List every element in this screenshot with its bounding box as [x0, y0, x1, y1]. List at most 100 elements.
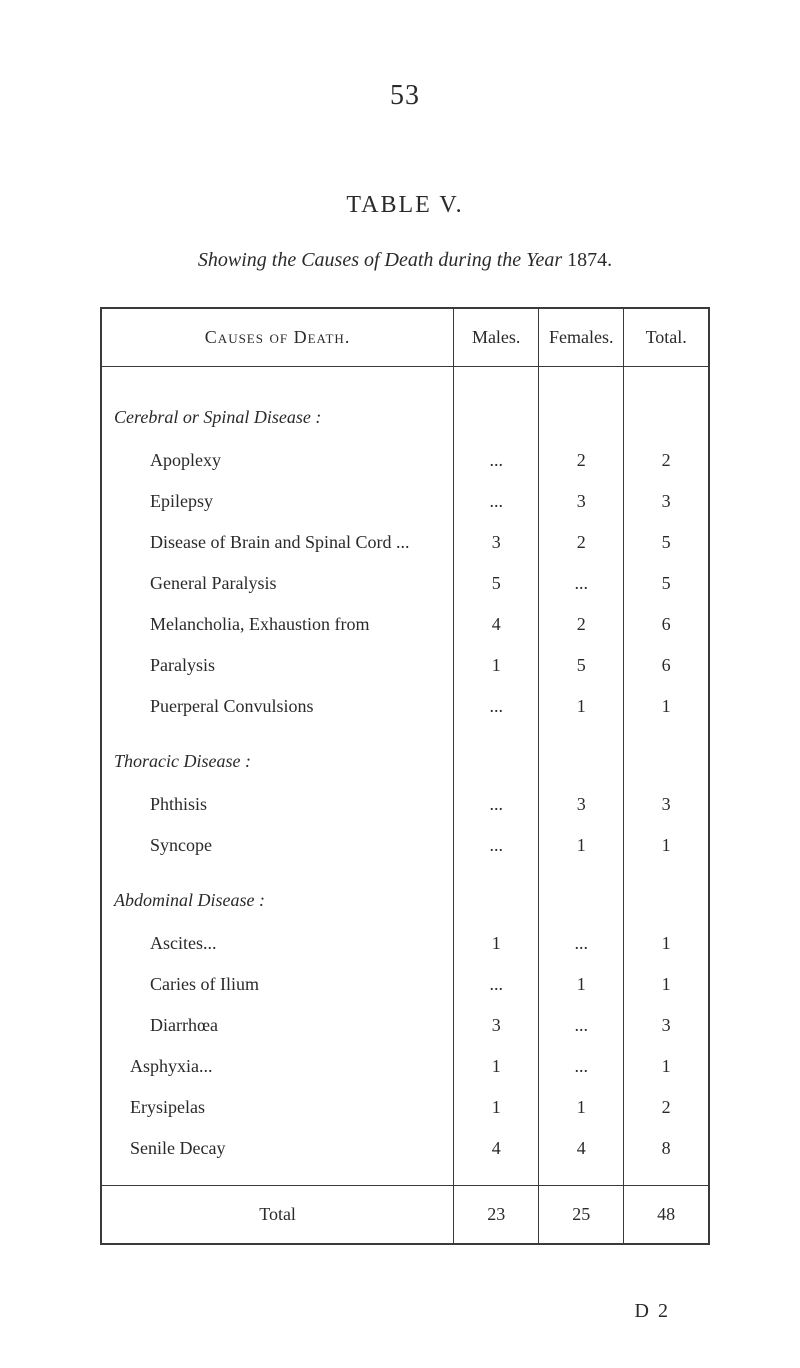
total-cell: 5	[624, 522, 709, 563]
cause-cell: Ascites...	[101, 923, 454, 964]
table-row	[101, 367, 709, 384]
females-cell: 5	[539, 645, 624, 686]
total-cell: 1	[624, 1046, 709, 1087]
females-cell: 1	[539, 686, 624, 727]
total-cell: 48	[624, 1186, 709, 1245]
total-cell: 2	[624, 1087, 709, 1128]
males-cell: 1	[454, 923, 539, 964]
females-cell: ...	[539, 563, 624, 604]
table-row: Melancholia, Exhaustion from426	[101, 604, 709, 645]
total-cell: 1	[624, 825, 709, 866]
header-row: Causes of Death. Males. Females. Total.	[101, 308, 709, 367]
cause-cell: Phthisis	[101, 784, 454, 825]
cause-cell: Total	[101, 1186, 454, 1245]
females-cell: ...	[539, 923, 624, 964]
females-cell	[539, 727, 624, 784]
table-row: Disease of Brain and Spinal Cord ...325	[101, 522, 709, 563]
males-cell: 1	[454, 1046, 539, 1087]
total-cell: 5	[624, 563, 709, 604]
table-row: Ascites...1...1	[101, 923, 709, 964]
females-cell: 3	[539, 784, 624, 825]
females-cell: ...	[539, 1046, 624, 1087]
table-row: Cerebral or Spinal Disease :	[101, 383, 709, 440]
total-cell	[624, 727, 709, 784]
cause-cell: Senile Decay	[101, 1128, 454, 1169]
females-cell: 25	[539, 1186, 624, 1245]
total-cell: 2	[624, 440, 709, 481]
total-cell: 1	[624, 964, 709, 1005]
table-row: Paralysis156	[101, 645, 709, 686]
table-row: Asphyxia...1...1	[101, 1046, 709, 1087]
cause-cell: Abdominal Disease :	[101, 866, 454, 923]
table-row: General Paralysis5...5	[101, 563, 709, 604]
males-cell: 4	[454, 1128, 539, 1169]
table-row: Puerperal Convulsions...11	[101, 686, 709, 727]
males-cell: 4	[454, 604, 539, 645]
females-cell: 2	[539, 440, 624, 481]
header-males: Males.	[454, 308, 539, 367]
cause-cell: Thoracic Disease :	[101, 727, 454, 784]
males-cell	[454, 727, 539, 784]
cause-cell: Asphyxia...	[101, 1046, 454, 1087]
table-row: Phthisis...33	[101, 784, 709, 825]
females-cell: 1	[539, 1087, 624, 1128]
table-row: Abdominal Disease :	[101, 866, 709, 923]
males-cell	[454, 367, 539, 384]
subtitle-prefix: Showing the Causes of Death during the Y…	[198, 249, 562, 271]
footer-signature: D 2	[635, 1300, 670, 1323]
cause-cell: Syncope	[101, 825, 454, 866]
females-cell: 4	[539, 1128, 624, 1169]
total-cell: 6	[624, 604, 709, 645]
table-row: Diarrhœa3...3	[101, 1005, 709, 1046]
page-container: 53 TABLE V. Showing the Causes of Death …	[0, 0, 800, 1295]
females-cell: 3	[539, 481, 624, 522]
total-cell: 3	[624, 784, 709, 825]
cause-cell: Erysipelas	[101, 1087, 454, 1128]
cause-cell	[101, 1169, 454, 1186]
cause-cell: Caries of Ilium	[101, 964, 454, 1005]
females-cell: ...	[539, 1005, 624, 1046]
table-row: Caries of Ilium...11	[101, 964, 709, 1005]
page-number: 53	[100, 80, 710, 112]
males-cell: 1	[454, 1087, 539, 1128]
total-cell	[624, 1169, 709, 1186]
females-cell: 2	[539, 522, 624, 563]
cause-cell: Paralysis	[101, 645, 454, 686]
cause-cell: Apoplexy	[101, 440, 454, 481]
table-row	[101, 1169, 709, 1186]
males-cell: ...	[454, 440, 539, 481]
males-cell: 1	[454, 645, 539, 686]
subtitle-year: 1874.	[567, 249, 612, 271]
females-cell	[539, 383, 624, 440]
females-cell	[539, 1169, 624, 1186]
males-cell: ...	[454, 481, 539, 522]
table-row: Senile Decay448	[101, 1128, 709, 1169]
cause-cell: Disease of Brain and Spinal Cord ...	[101, 522, 454, 563]
total-cell: 3	[624, 481, 709, 522]
total-cell	[624, 367, 709, 384]
total-cell: 3	[624, 1005, 709, 1046]
females-cell: 1	[539, 964, 624, 1005]
table-row: Apoplexy...22	[101, 440, 709, 481]
males-cell: ...	[454, 686, 539, 727]
males-cell: 3	[454, 522, 539, 563]
males-cell	[454, 1169, 539, 1186]
males-cell: ...	[454, 964, 539, 1005]
total-cell: 1	[624, 923, 709, 964]
females-cell	[539, 367, 624, 384]
cause-cell: Cerebral or Spinal Disease :	[101, 383, 454, 440]
table-row: Epilepsy...33	[101, 481, 709, 522]
cause-cell: Puerperal Convulsions	[101, 686, 454, 727]
table-row: Total232548	[101, 1186, 709, 1245]
cause-cell: Diarrhœa	[101, 1005, 454, 1046]
total-cell: 8	[624, 1128, 709, 1169]
total-cell	[624, 383, 709, 440]
table-row: Erysipelas112	[101, 1087, 709, 1128]
males-cell: 5	[454, 563, 539, 604]
header-causes: Causes of Death.	[101, 308, 454, 367]
cause-cell: Melancholia, Exhaustion from	[101, 604, 454, 645]
total-cell: 6	[624, 645, 709, 686]
females-cell	[539, 866, 624, 923]
males-cell: ...	[454, 784, 539, 825]
cause-cell	[101, 367, 454, 384]
